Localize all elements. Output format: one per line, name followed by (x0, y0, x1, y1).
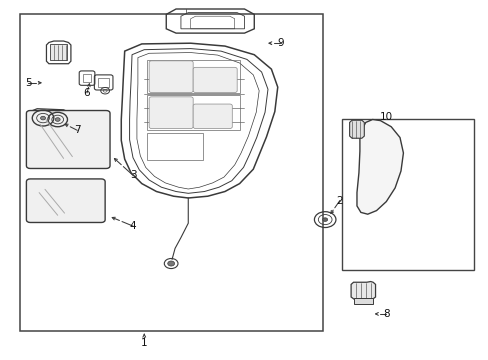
Bar (98, 78, 109, 87)
FancyBboxPatch shape (26, 111, 110, 168)
Circle shape (322, 218, 327, 221)
FancyBboxPatch shape (149, 61, 193, 93)
Text: 8: 8 (382, 309, 389, 319)
Bar (83, 74, 91, 82)
Bar (50, 44, 67, 60)
Text: 4: 4 (129, 221, 136, 231)
Bar (146, 133, 203, 160)
FancyBboxPatch shape (149, 97, 193, 129)
Text: 2: 2 (336, 195, 343, 206)
Text: 5: 5 (25, 78, 32, 88)
Bar (146, 95, 239, 130)
FancyBboxPatch shape (193, 67, 237, 93)
Text: 10: 10 (379, 112, 392, 122)
Text: 6: 6 (83, 88, 90, 98)
Text: 9: 9 (277, 38, 284, 48)
Bar (342, 119, 473, 270)
Polygon shape (349, 120, 364, 138)
Bar (20, 14, 322, 331)
FancyBboxPatch shape (26, 179, 105, 222)
Circle shape (41, 116, 45, 120)
Text: 1: 1 (141, 338, 147, 348)
Polygon shape (350, 282, 375, 299)
Text: 3: 3 (129, 170, 136, 180)
Text: 7: 7 (74, 125, 81, 135)
FancyBboxPatch shape (193, 104, 232, 129)
Polygon shape (356, 120, 403, 214)
Bar (353, 298, 372, 304)
Bar (146, 60, 239, 93)
Circle shape (167, 261, 174, 266)
Circle shape (55, 118, 60, 121)
